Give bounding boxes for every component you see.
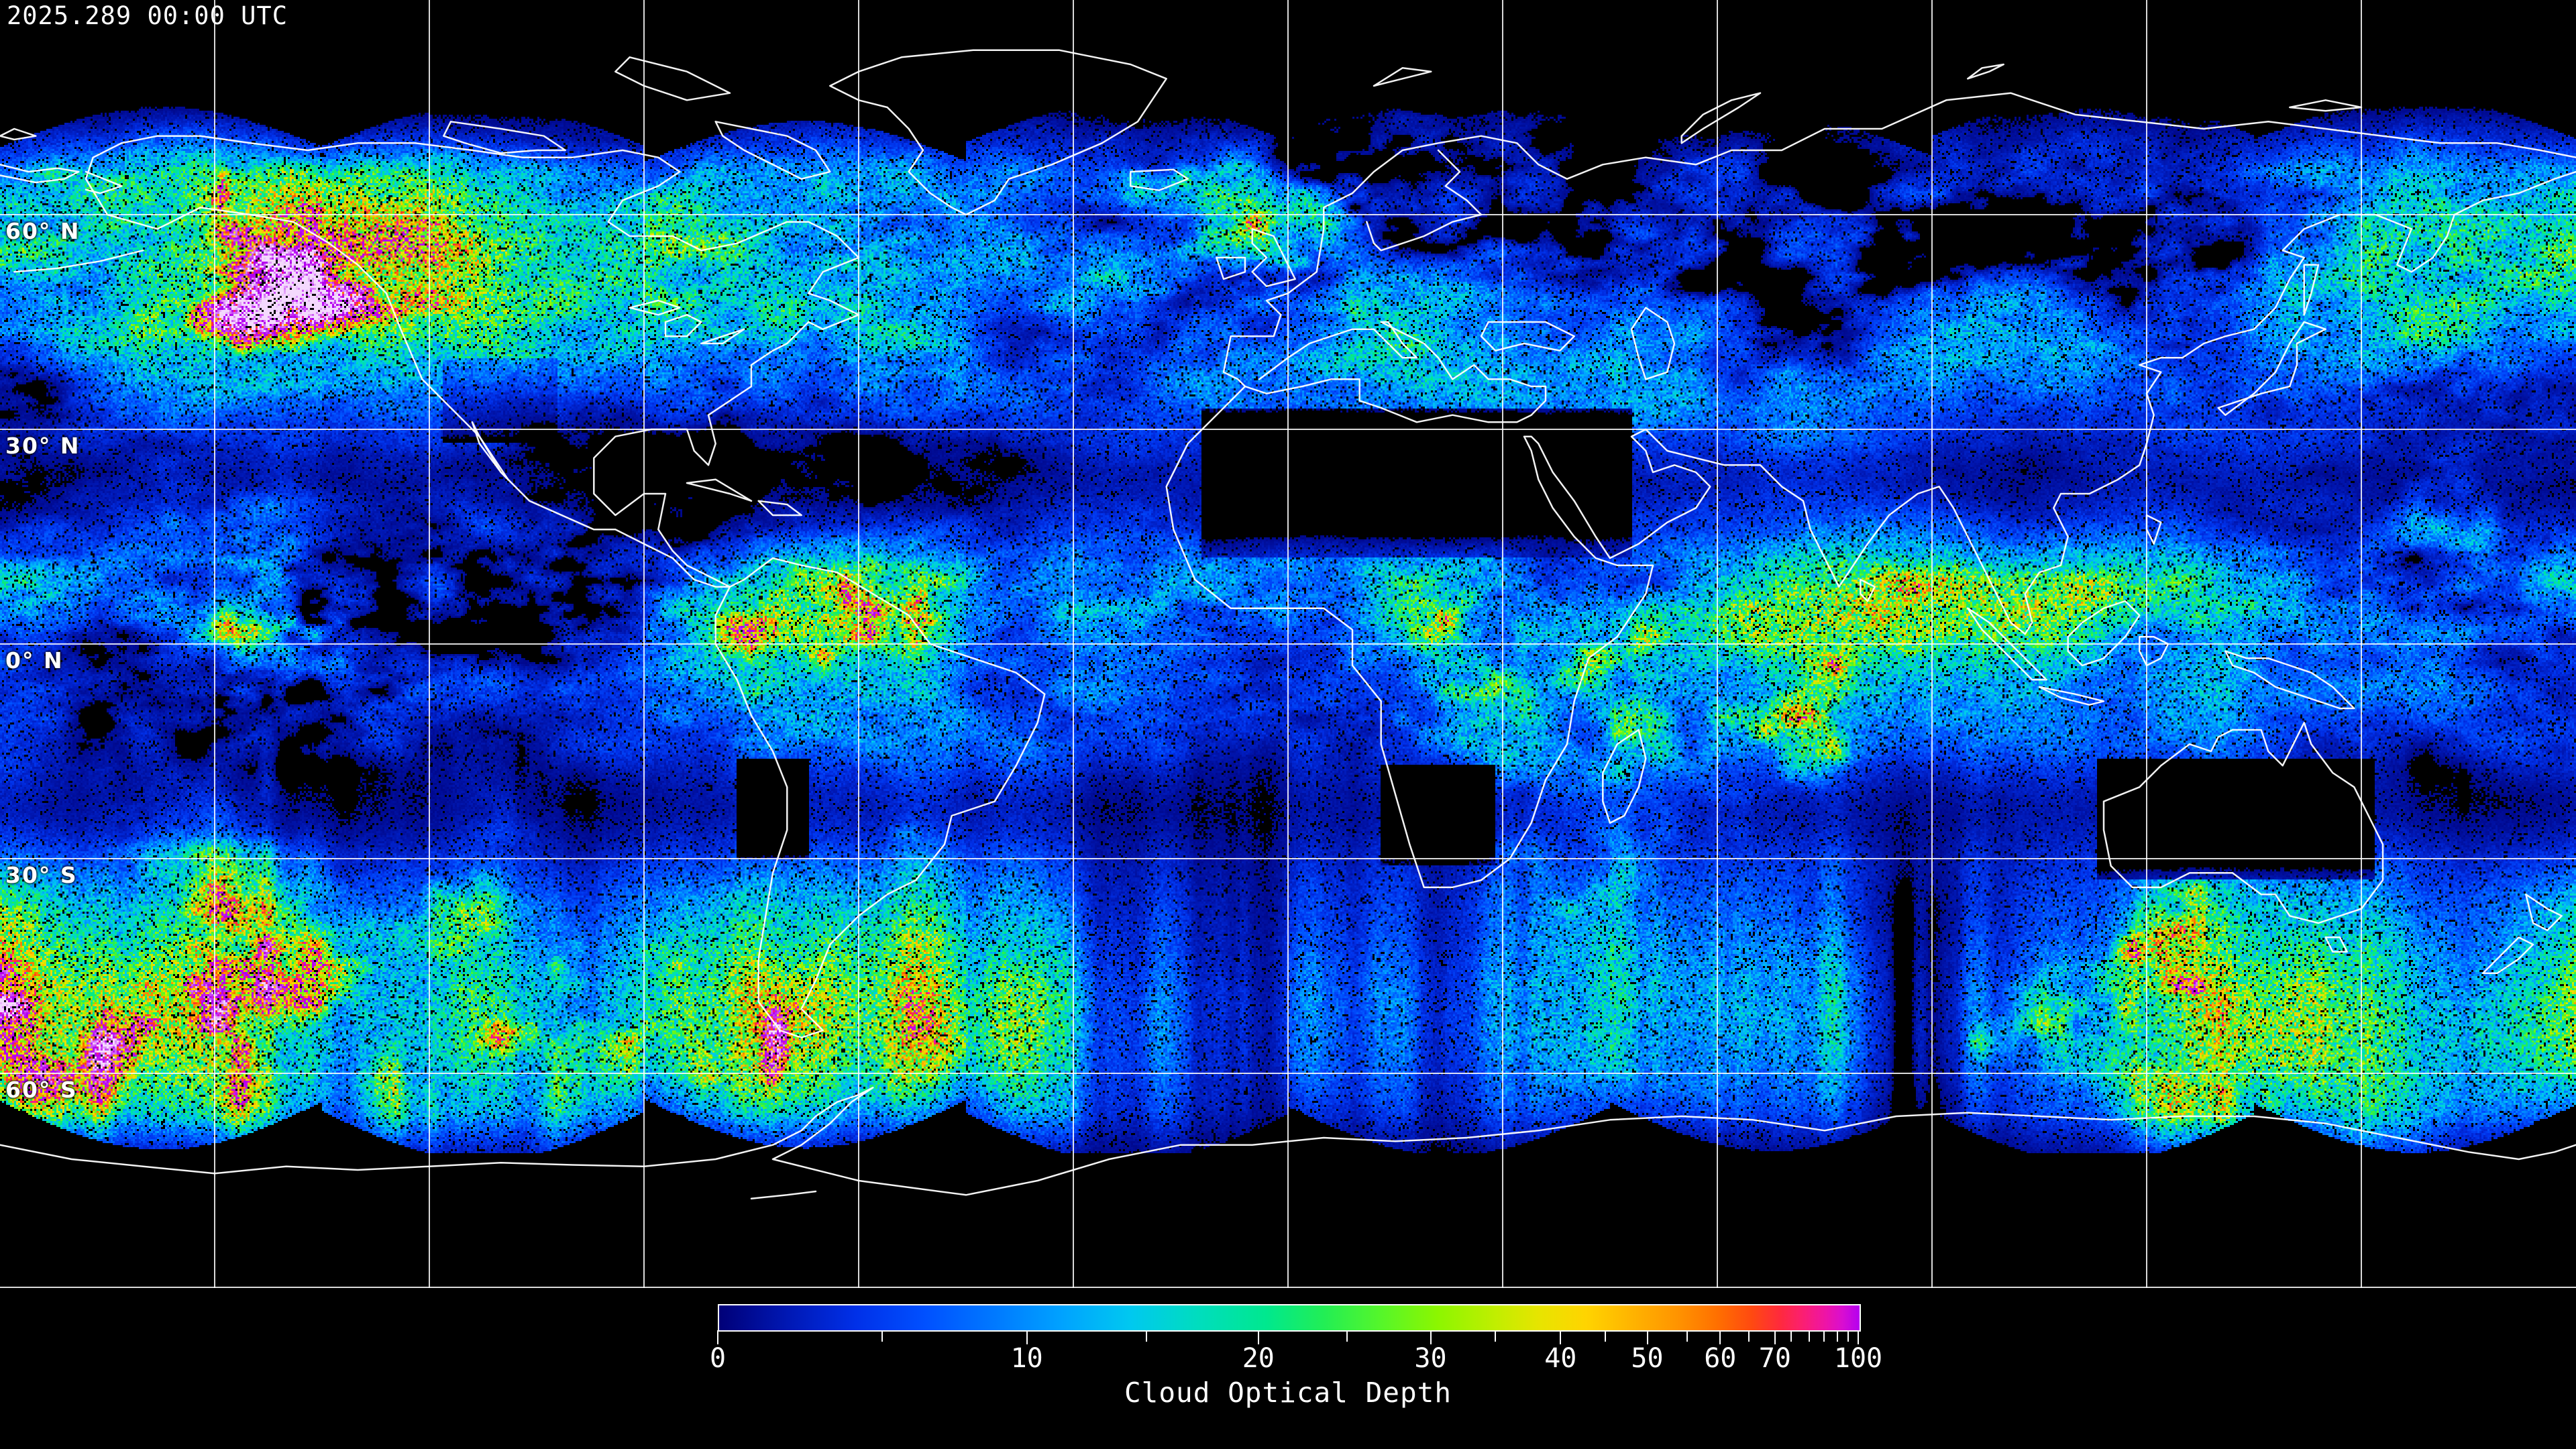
colorbar-tick-label: 60	[1704, 1343, 1737, 1374]
coastline-lake-erie-ontario	[700, 328, 745, 345]
colorbar-major-tick	[1560, 1330, 1562, 1344]
coastline-new-guinea	[2224, 650, 2355, 710]
coastline-mediterranean	[1244, 321, 1547, 423]
coastline-japan	[2217, 321, 2326, 416]
colorbar-minor-tick	[1748, 1330, 1750, 1342]
colorbar-tick-label: 10	[1010, 1343, 1043, 1374]
coastline-hispaniola	[757, 500, 802, 517]
coastline-luzon	[2145, 514, 2162, 545]
coastline-java	[2038, 686, 2105, 706]
coastline-new-siberian-islands	[2289, 99, 2363, 112]
coastline-wrangel-island	[0, 127, 37, 141]
coastline-svalbard	[1373, 67, 1432, 87]
coastline-victoria-island	[443, 121, 566, 154]
colorbar-tick-label: 50	[1631, 1343, 1664, 1374]
coastline-lake-superior	[629, 299, 681, 316]
coastline-novaya-zemlya	[1680, 92, 1762, 144]
coastline-severnaya-zemlya	[1967, 63, 2004, 80]
coastline-seward-peninsula	[85, 170, 123, 195]
coastline-north-america	[85, 135, 860, 588]
coastline-great-britain	[1251, 228, 1296, 287]
colorbar-minor-tick	[1604, 1330, 1606, 1342]
colorbar-minor-tick	[1146, 1330, 1148, 1342]
colorbar-minor-tick	[1847, 1330, 1849, 1342]
colorbar-title: Cloud Optical Depth	[1124, 1377, 1452, 1409]
latitude-label: 60° S	[5, 1077, 78, 1103]
colorbar-tick-label: 40	[1544, 1343, 1577, 1374]
coastline-australia	[2102, 722, 2384, 924]
colorbar-major-tick	[1774, 1330, 1776, 1344]
colorbar-major-tick	[1026, 1330, 1028, 1344]
latitude-label: 30° S	[5, 862, 78, 888]
colorbar-tick-label: 20	[1242, 1343, 1275, 1374]
coastlines	[0, 49, 2576, 1199]
colorbar-minor-tick	[1837, 1330, 1839, 1342]
coastline-aleutians	[13, 250, 144, 273]
coastline-sakhalin	[2303, 264, 2320, 316]
colorbar-minor-tick	[881, 1330, 883, 1342]
colorbar-tick-label: 70	[1758, 1343, 1791, 1374]
graticule-grid	[0, 0, 2576, 1288]
colorbar-minor-tick	[1495, 1330, 1497, 1342]
coastline-sri-lanka	[1860, 578, 1876, 602]
coastline-afro-eurasia	[1165, 170, 2576, 888]
coastline-lake-michigan-huron	[664, 314, 702, 337]
legend-area: 0 10 20 30 40 50 60 70 100 Cloud Optical Depth	[0, 1288, 2576, 1449]
coastline-borneo	[2067, 600, 2141, 667]
coastline-sumatra	[1967, 607, 2047, 681]
colorbar-minor-tick	[1790, 1330, 1792, 1342]
coastline-iceland	[1130, 168, 1189, 191]
coastline-new-zealand-north	[2525, 894, 2563, 931]
coastline-antarctica	[0, 1087, 2576, 1196]
coastline-alexander-island	[750, 1190, 817, 1199]
colorbar-tick-label: 30	[1414, 1343, 1447, 1374]
coastline-black-sea	[1480, 321, 1575, 352]
coastline-chukotka-wrap	[0, 164, 80, 184]
coastline-ellesmere-island	[614, 56, 731, 101]
timestamp: 2025.289 00:00 UTC	[7, 1, 288, 30]
coastline-south-america	[714, 557, 1046, 1038]
colorbar	[718, 1304, 1861, 1332]
colorbar-tick-label: 100	[1833, 1343, 1883, 1374]
coastline-new-zealand-south	[2482, 936, 2534, 974]
latitude-label: 30° N	[5, 433, 80, 459]
coastline-scandinavia-baltic	[1366, 149, 1483, 252]
latitude-label: 60° N	[5, 218, 80, 244]
colorbar-major-tick	[717, 1330, 718, 1344]
coastline-cuba	[686, 478, 753, 502]
colorbar-tick-label: 0	[709, 1343, 727, 1374]
coastline-caspian-sea	[1630, 307, 1676, 380]
coastline-madagascar	[1602, 729, 1647, 824]
colorbar-major-tick	[1430, 1330, 1432, 1344]
latitude-label: 0° N	[5, 647, 64, 674]
coastline-sulawesi	[2139, 636, 2169, 667]
colorbar-major-tick	[1257, 1330, 1259, 1344]
coastline-siberia-arctic-coast	[1222, 92, 2576, 388]
colorbar-minor-tick	[1346, 1330, 1348, 1342]
colorbar-major-tick	[1646, 1330, 1648, 1344]
colorbar-minor-tick	[1686, 1330, 1688, 1342]
colorbar-major-tick	[1858, 1330, 1859, 1344]
coastline-baffin-island	[714, 121, 831, 180]
coastline-greenland	[829, 49, 1167, 216]
cloud-optical-depth-map: 2025.289 00:00 UTC 60° N 30° N 0° N 30° S 60…	[0, 0, 2576, 1288]
colorbar-major-tick	[1719, 1330, 1721, 1344]
colorbar-minor-tick	[1808, 1330, 1810, 1342]
coastline-tasmania	[2324, 936, 2348, 953]
coastline-baja-california	[471, 421, 509, 480]
coastline-ireland	[1216, 256, 1246, 280]
map-overlay-svg	[0, 0, 2576, 1288]
colorbar-minor-tick	[1823, 1330, 1825, 1342]
